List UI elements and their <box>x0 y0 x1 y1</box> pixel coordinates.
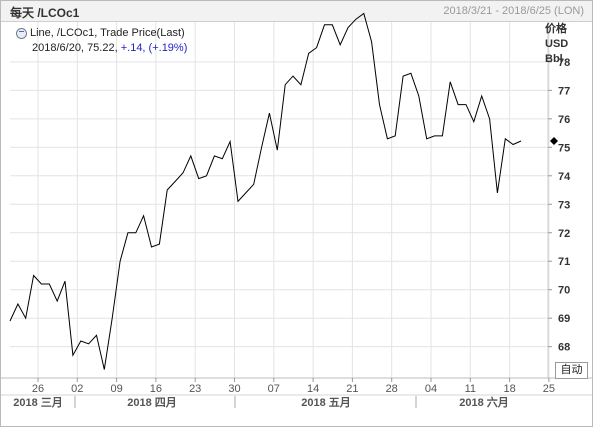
y-tick-label: 69 <box>558 313 570 325</box>
y-axis-unit: 价格 USD Bbl <box>545 22 575 67</box>
x-tick-label: 18 <box>503 383 515 395</box>
y-tick-label: 74 <box>558 171 571 183</box>
x-tick-label: 25 <box>543 383 555 395</box>
month-label: 2018 三月 <box>13 396 63 409</box>
y-unit-volume: Bbl <box>545 53 563 65</box>
y-tick-label: 76 <box>558 114 570 126</box>
legend: Line, /LCOc1, Trade Price(Last) 2018/6/2… <box>16 26 187 56</box>
x-tick-label: 07 <box>268 383 280 395</box>
x-tick-label: 11 <box>465 383 476 395</box>
legend-series-label: Line, /LCOc1, Trade Price(Last) <box>30 27 185 39</box>
legend-change: +.14, (+.19%) <box>120 42 188 54</box>
price-line <box>9 12 522 370</box>
month-label: 2018 六月 <box>459 395 509 409</box>
month-label: 2018 四月 <box>127 396 177 409</box>
month-label: 2018 五月 <box>301 396 351 409</box>
y-tick-label: 77 <box>558 85 570 97</box>
y-tick-label: 72 <box>558 228 570 240</box>
x-tick-label: 16 <box>150 383 162 395</box>
x-tick-label: 28 <box>386 383 398 395</box>
title-bar: 每天 /LCOc1 2018/3/21 - 2018/6/25 (LON) <box>1 1 592 22</box>
y-tick-label: 73 <box>558 199 570 211</box>
x-tick-label: 21 <box>346 383 358 395</box>
x-tick-label: 04 <box>425 383 437 395</box>
last-value-marker <box>550 137 558 146</box>
x-tick-label: 14 <box>307 383 319 395</box>
y-tick-label: 71 <box>558 256 570 268</box>
date-range: 2018/3/21 - 2018/6/25 (LON) <box>443 5 584 17</box>
y-tick-label: 70 <box>558 285 570 297</box>
y-tick-label: 75 <box>558 142 570 154</box>
x-tick-label: 23 <box>189 383 201 395</box>
line-series-icon[interactable] <box>16 28 27 39</box>
y-tick-label: 68 <box>558 342 570 354</box>
legend-value: 75.22, <box>87 42 118 54</box>
y-tick-label: 78 <box>558 57 570 69</box>
x-tick-label: 02 <box>71 383 83 395</box>
auto-scale-button[interactable]: 自动 <box>555 362 588 379</box>
legend-date: 2018/6/20, <box>32 42 84 54</box>
y-unit-price: 价格 <box>545 23 567 35</box>
y-unit-currency: USD <box>545 38 569 50</box>
chart-title: 每天 /LCOc1 <box>10 6 80 20</box>
x-tick-label: 09 <box>110 383 122 395</box>
x-tick-label: 26 <box>32 383 44 395</box>
x-tick-label: 30 <box>228 383 240 395</box>
